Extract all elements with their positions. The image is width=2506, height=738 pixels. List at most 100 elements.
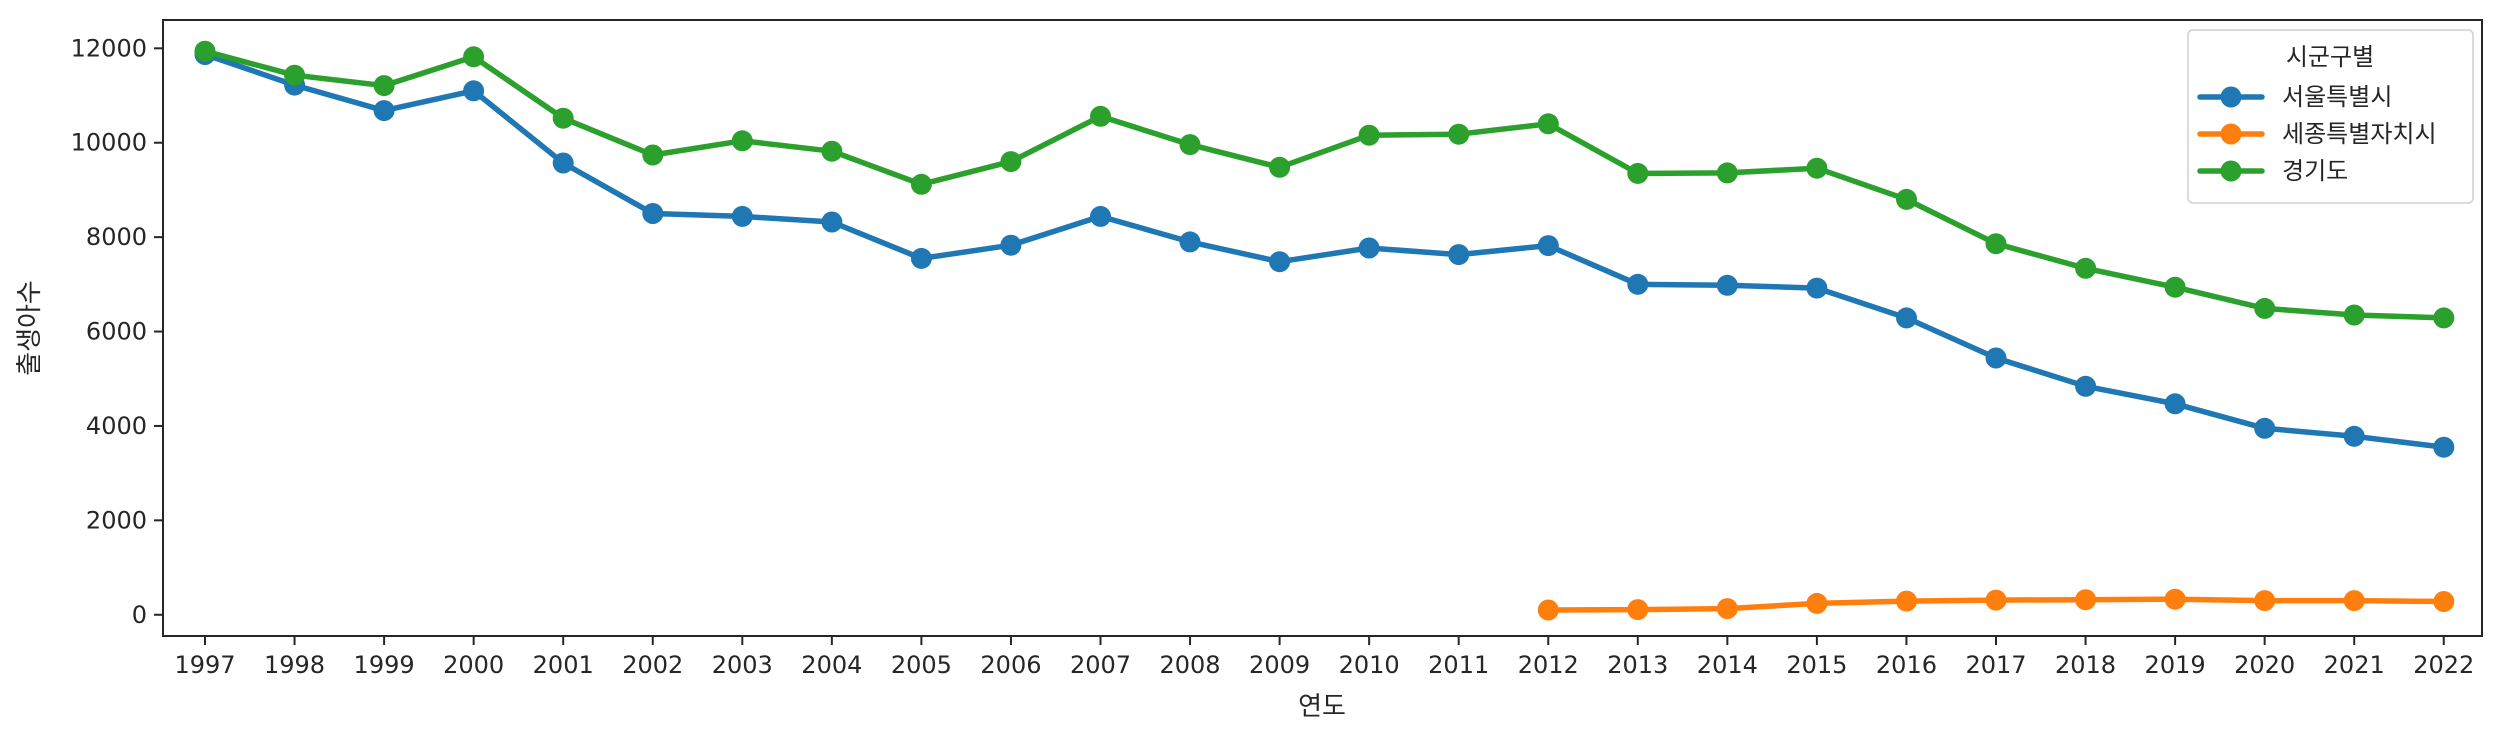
data-point [2433,307,2455,329]
series-line [202,51,2447,450]
y-tick-label: 8000 [86,223,147,251]
data-point [2433,436,2455,458]
data-point [2075,257,2097,279]
data-point [1448,123,1470,145]
x-tick-label: 1999 [354,651,415,679]
x-tick-label: 2014 [1697,651,1758,679]
y-axis-label: 출생아수 [15,280,45,376]
data-point [1716,598,1738,620]
series-3 [194,40,2455,329]
legend-label: 서울특별시 [2282,83,2392,111]
data-point [1627,273,1649,295]
data-point [910,173,932,195]
x-tick-label: 2004 [801,651,862,679]
data-point [642,203,664,224]
legend-marker [2220,160,2242,182]
data-point [2343,590,2365,612]
data-point [1537,113,1559,135]
x-axis: 1997 1998 1999 2000 2001 2002 2003 2004 2005 2006… [174,636,2474,679]
x-axis-label: 연도 [1298,692,1346,722]
data-point [284,64,306,86]
data-point [2164,393,2186,415]
y-tick-label: 6000 [86,318,147,346]
data-point [1000,151,1022,173]
data-point [1269,156,1291,178]
x-tick-label: 2020 [2234,651,2295,679]
legend-label: 경기도 [2282,157,2348,185]
x-tick-label: 1997 [174,651,235,679]
data-point [1269,251,1291,273]
data-point [2164,276,2186,298]
x-tick-label: 2021 [2324,651,2385,679]
legend-box [2187,29,2474,204]
series-1 [194,44,2455,458]
data-point [1896,307,1917,329]
legend-marker [2220,86,2242,108]
data-point [2254,297,2276,319]
data-point [1985,347,2007,369]
data-point [1179,134,1201,156]
x-tick-label: 2002 [622,651,683,679]
data-point [1448,244,1470,266]
series-layer [194,40,2455,621]
x-tick-label: 2012 [1518,651,1579,679]
data-point [1090,205,1111,227]
data-point [821,140,843,162]
data-point [194,40,216,62]
series-line [202,48,2447,321]
x-tick-label: 2001 [533,651,594,679]
x-tick-label: 2007 [1070,651,1131,679]
data-point [1090,105,1111,127]
x-tick-label: 2013 [1607,651,1668,679]
y-tick-label: 12000 [71,34,147,62]
data-point [1896,188,1917,210]
legend-label: 세종특별자치시 [2282,120,2437,148]
x-tick-label: 2000 [443,651,504,679]
data-point [1537,235,1559,257]
legend-marker [2220,123,2242,145]
y-tick-label: 10000 [71,129,147,157]
x-tick-label: 2005 [891,651,952,679]
x-tick-label: 2016 [1876,651,1937,679]
data-point [821,211,843,233]
y-tick-label: 2000 [86,506,147,534]
x-tick-label: 2008 [1160,651,1221,679]
data-point [731,130,753,152]
y-axis: 0 2000 4000 6000 8000 10000 12000 [71,34,163,629]
x-tick-label: 2011 [1428,651,1489,679]
x-tick-label: 1998 [264,651,325,679]
data-point [1716,162,1738,184]
x-tick-label: 2015 [1786,651,1847,679]
legend-title: 시군구별 [2286,43,2374,71]
data-point [1537,599,1559,621]
data-point [1358,124,1380,146]
data-point [552,152,574,174]
data-point [1627,599,1649,621]
x-tick-label: 2009 [1249,651,1310,679]
data-point [1985,589,2007,611]
plot-frame [162,19,2483,637]
data-point [463,46,485,68]
data-point [463,80,485,102]
data-point [373,75,395,97]
data-point [1896,590,1917,612]
data-point [1806,277,1828,299]
x-tick-label: 2019 [2145,651,2206,679]
data-point [2343,425,2365,447]
y-tick-label: 0 [132,601,147,629]
x-tick-label: 2022 [2413,651,2474,679]
data-point [1985,233,2007,255]
x-tick-label: 2018 [2055,651,2116,679]
data-point [1806,592,1828,614]
data-point [2254,590,2276,612]
data-point [1179,231,1201,253]
data-point [731,205,753,227]
data-point [1806,157,1828,179]
data-point [1000,234,1022,256]
data-point [552,107,574,129]
data-point [1627,162,1649,184]
x-tick-label: 2006 [980,651,1041,679]
data-point [1358,237,1380,259]
